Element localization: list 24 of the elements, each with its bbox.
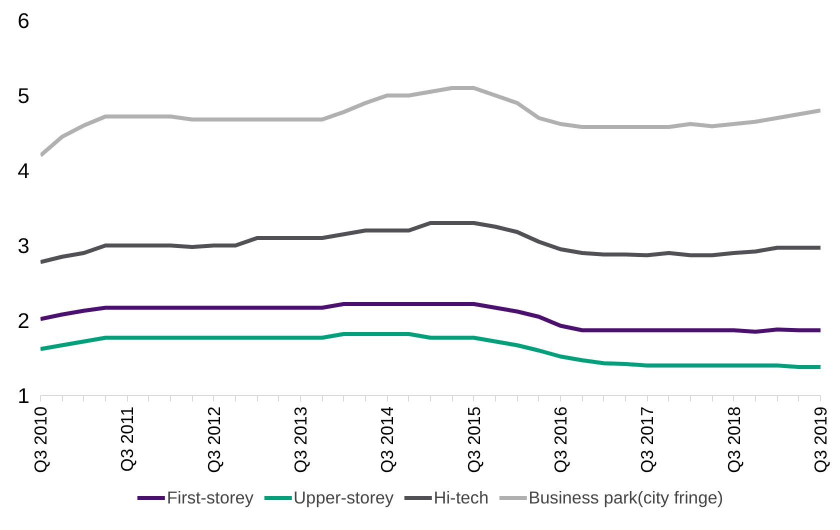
y-tick-label: 6 <box>18 9 30 33</box>
line-series <box>40 86 820 158</box>
x-tick-label: Q3 2014 <box>377 406 398 473</box>
x-tick-label: Q3 2019 <box>810 406 830 473</box>
y-tick-label: 3 <box>18 234 30 258</box>
line-series <box>40 221 820 264</box>
x-tick-label: Q3 2016 <box>550 406 570 473</box>
x-tick-label: Q3 2012 <box>204 406 224 473</box>
legend-label: Hi-tech <box>434 487 489 508</box>
x-tick-label: Q3 2018 <box>724 406 744 473</box>
legend-label: Business park(city fringe) <box>528 487 724 508</box>
x-tick-label: Q3 2011 <box>117 406 138 472</box>
y-tick-label: 4 <box>18 159 30 183</box>
y-tick-label: 5 <box>18 84 30 108</box>
x-tick-label: Q3 2015 <box>464 406 484 473</box>
x-tick-label: Q3 2010 <box>30 406 50 473</box>
x-tick-label: Q3 2013 <box>290 406 310 473</box>
legend-label: First-storey <box>166 487 254 508</box>
line-series <box>40 302 820 334</box>
y-tick-label: 2 <box>18 309 30 333</box>
legend-label: Upper-storey <box>294 487 394 508</box>
x-tick-label: Q3 2017 <box>637 406 658 473</box>
y-tick-label: 1 <box>18 384 30 408</box>
line-series <box>40 332 820 369</box>
